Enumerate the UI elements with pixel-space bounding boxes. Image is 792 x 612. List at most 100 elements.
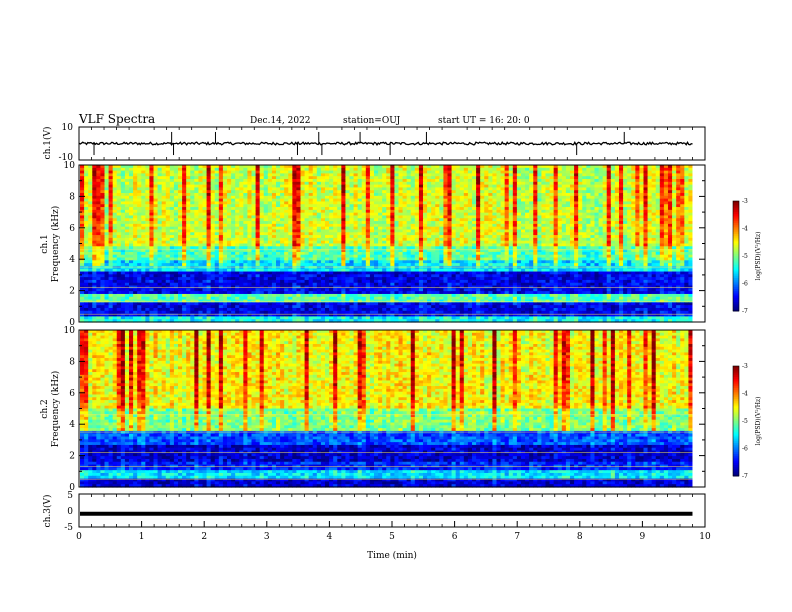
spectrogram-cell (471, 179, 477, 183)
spectrogram-cell (271, 179, 277, 183)
spectrogram-cell (357, 204, 363, 208)
spectrogram-cell (263, 165, 269, 169)
spectrogram-cell (463, 221, 469, 225)
spectrogram-cell (635, 181, 640, 186)
spectrogram-cell (308, 212, 314, 217)
spectrogram-cell (137, 176, 142, 180)
spectrogram-cell (157, 246, 163, 250)
spectrogram-cell (427, 229, 432, 233)
spectrogram-cell (394, 173, 400, 177)
spectrogram-cell (614, 246, 620, 250)
spectrogram-cell (259, 198, 265, 203)
spectrogram-cell (141, 229, 146, 233)
spectrogram-cell (574, 170, 579, 175)
spectrogram-cell (345, 170, 351, 175)
spectrogram-cell (508, 184, 514, 189)
spectrogram-cell (345, 235, 351, 239)
spectrogram-cell (324, 170, 330, 175)
spectrogram-cell (492, 226, 498, 231)
spectrogram-cell (496, 173, 502, 177)
spectrogram-cell (345, 232, 351, 236)
spectrogram-cell (178, 209, 183, 214)
spectrogram-cell (598, 223, 604, 228)
spectrogram-cell (431, 190, 436, 194)
spectrogram-cell (545, 190, 551, 194)
spectrogram-cell (104, 240, 110, 245)
spectrogram-cell (447, 165, 453, 169)
spectrogram-cell (210, 221, 216, 225)
spectrogram-cell (378, 184, 383, 189)
spectrogram-cell (271, 204, 277, 208)
spectrogram-cell (288, 184, 293, 189)
spectrogram-cell (280, 237, 285, 242)
spectrogram-cell (565, 218, 571, 222)
spectrogram-cell (361, 201, 367, 205)
spectrogram-cell (623, 184, 628, 189)
spectrogram-cell (471, 223, 477, 228)
spectrogram-cell (623, 243, 628, 247)
spectrogram-cell (214, 193, 220, 197)
spectrogram-cell (104, 165, 110, 169)
spectrogram-cell (655, 181, 661, 186)
spectrogram-cell (275, 209, 281, 214)
spectrogram-cell (594, 249, 600, 253)
spectrogram-cell (688, 237, 694, 242)
spectrogram-cell (684, 249, 689, 253)
spectrogram-cell (471, 198, 477, 203)
spectrogram-cell (537, 232, 542, 236)
spectrogram-cell (329, 251, 334, 256)
spectrogram-cell (182, 240, 187, 245)
spectrogram-cell (329, 167, 334, 172)
spectrogram-cell (182, 179, 187, 183)
spectrogram-cell (431, 243, 436, 247)
spectrogram-cell (320, 165, 326, 169)
spectrogram-cell (100, 221, 106, 225)
spectrogram-cell (512, 254, 518, 259)
spectrogram-cell (300, 173, 306, 177)
spectrogram-cell (280, 226, 285, 231)
spectrogram-cell (561, 251, 567, 256)
spectrogram-cell (606, 249, 612, 253)
spectrogram-cell (165, 249, 171, 253)
spectrogram-cell (267, 237, 273, 242)
spectrogram-cell (684, 237, 689, 242)
spectrogram-cell (141, 209, 146, 214)
spectrogram-cell (459, 181, 465, 186)
spectrogram-cell (112, 207, 118, 211)
spectrogram-cell (198, 184, 204, 189)
spectrogram-cell (329, 215, 334, 219)
spectrogram-cell (329, 187, 334, 191)
spectrogram-cell (525, 209, 530, 214)
spectrogram-cell (688, 204, 694, 208)
spectrogram-cell (516, 229, 522, 233)
spectrogram-cell (357, 209, 363, 214)
spectrogram-cell (324, 184, 330, 189)
spectrogram-cell (116, 179, 122, 183)
spectrogram-cell (341, 179, 346, 183)
spectrogram-cell (627, 240, 632, 245)
spectrogram-cell (312, 179, 318, 183)
spectrogram-cell (324, 187, 330, 191)
spectrogram-cell (247, 170, 253, 175)
spectrogram-cell (659, 235, 665, 239)
spectrogram-cell (255, 204, 261, 208)
spectrogram-cell (149, 167, 155, 172)
spectrogram-cell (337, 215, 342, 219)
spectrogram-cell (214, 215, 220, 219)
spectrogram-cell (492, 215, 498, 219)
spectrogram-cell (80, 212, 85, 217)
spectrogram-cell (108, 212, 114, 217)
spectrogram-cell (124, 226, 130, 231)
spectrogram-cell (129, 240, 134, 245)
spectrogram-cell (504, 223, 510, 228)
spectrogram-cell (145, 165, 151, 169)
spectrogram-cell (165, 179, 171, 183)
spectrogram-cell (206, 181, 212, 186)
spectrogram-cell (263, 226, 269, 231)
spectrogram-cell (169, 184, 175, 189)
spectrogram-cell (520, 198, 526, 203)
spectrogram-cell (369, 209, 375, 214)
spectrogram-cell (618, 198, 624, 203)
spectrogram-cell (345, 251, 351, 256)
spectrogram-cell (594, 240, 600, 245)
